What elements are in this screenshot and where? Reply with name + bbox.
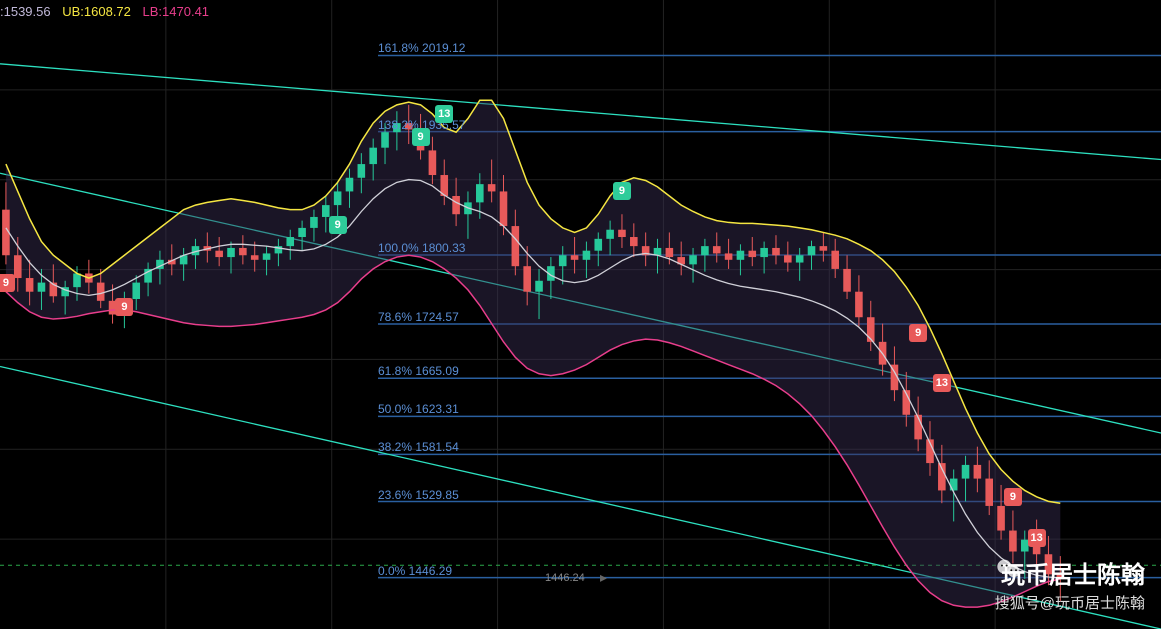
fib-level-label: 50.0% 1623.31	[378, 402, 459, 416]
fib-level-label: 61.8% 1665.09	[378, 364, 459, 378]
indicator-header: :1539.56 UB:1608.72 LB:1470.41	[0, 4, 217, 19]
td-sell-marker: 9	[115, 298, 133, 316]
ub-value: UB:1608.72	[62, 4, 131, 19]
current-price-tag: 1446.24	[545, 572, 585, 584]
fib-level-label: 23.6% 1529.85	[378, 488, 459, 502]
fib-level-label: 0.0% 1446.29	[378, 564, 452, 578]
td-sell-marker: 9	[909, 324, 927, 342]
td-buy-marker: 13	[435, 105, 453, 123]
td-buy-marker: 9	[412, 128, 430, 146]
lb-value: LB:1470.41	[143, 4, 210, 19]
fib-level-label: 161.8% 2019.12	[378, 41, 465, 55]
price-arrow-icon: ▸	[600, 569, 607, 586]
ma-value: :1539.56	[0, 4, 51, 19]
fib-level-label: 38.2% 1581.54	[378, 440, 459, 454]
td-buy-marker: 9	[613, 182, 631, 200]
watermark-subtitle: 搜狐号@玩币居士陈翰	[995, 592, 1145, 613]
watermark: 玩币居士陈翰 搜狐号@玩币居士陈翰	[995, 555, 1145, 613]
chart-canvas[interactable]	[0, 0, 1161, 629]
fib-level-label: 100.0% 1800.33	[378, 241, 465, 255]
td-sell-marker: 9	[0, 274, 15, 292]
td-buy-marker: 9	[329, 216, 347, 234]
td-sell-marker: 13	[933, 374, 951, 392]
td-sell-marker: 13	[1028, 529, 1046, 547]
td-sell-marker: 9	[1004, 488, 1022, 506]
fib-level-label: 78.6% 1724.57	[378, 310, 459, 324]
